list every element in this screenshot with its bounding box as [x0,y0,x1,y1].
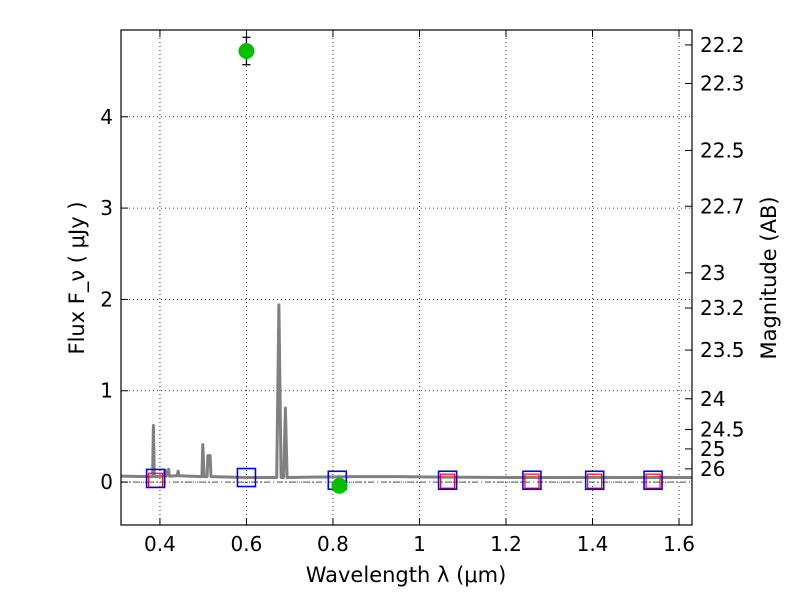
photometry-layer [145,36,663,494]
magnitude-tick-label: 23 [700,261,725,285]
x-tick-label: 1.6 [663,532,695,556]
right-axis-label: Magnitude (AB) [757,196,781,359]
x-tick-label: 1.2 [490,532,522,556]
x-tick-label: 0.4 [144,532,176,556]
model-band-marker [643,470,663,491]
model-band-marker [236,467,257,488]
model-band-marker [145,468,166,489]
magnitude-tick-label: 23.5 [700,338,745,362]
model-spectrum-line [120,303,692,479]
magnitude-tick-label: 24.5 [700,418,745,442]
x-tick-label: 1 [413,532,426,556]
model-spectrum-layer [120,303,692,479]
magnitude-tick-label: 26 [700,457,725,481]
upper-limit-marker [439,473,456,489]
magnitude-tick-label: 23.2 [700,296,745,320]
y-tick-label: 3 [100,196,113,220]
magnitude-tick-label: 22.5 [700,138,745,162]
model-band-marker [584,470,605,491]
y-tick-label: 2 [100,287,113,311]
upper-limit-marker [645,473,661,489]
observed-flux-point [238,43,255,60]
model-band-marker [522,470,542,491]
magnitude-tick-label: 22.2 [700,33,745,57]
grid-lines [121,30,692,525]
x-tick-label: 0.8 [317,532,349,556]
y-axis-label: Flux F_ν ( μJy ) [65,201,90,354]
magnitude-tick-label: 25 [700,437,725,461]
x-tick-label: 1.4 [577,532,609,556]
magnitude-tick-label: 24 [700,387,725,411]
y-tick-label: 0 [100,470,113,494]
model-band-marker [437,470,458,491]
y-tick-label: 1 [100,379,113,403]
observed-flux-point [331,477,348,494]
magnitude-tick-label: 22.3 [700,71,745,95]
x-axis-label: Wavelength λ (μm) [306,563,507,587]
plot-frame [120,29,693,526]
magnitude-tick-label: 22.7 [700,194,745,218]
upper-limit-marker [587,473,603,489]
x-tick-label: 0.6 [231,532,263,556]
upper-limit-marker [524,473,540,489]
axis-ticks: 0.4 0.6 0.8 1 1.2 1.4 1.60123422.222.322.522.7… [100,30,745,556]
y-tick-label: 4 [100,105,113,129]
